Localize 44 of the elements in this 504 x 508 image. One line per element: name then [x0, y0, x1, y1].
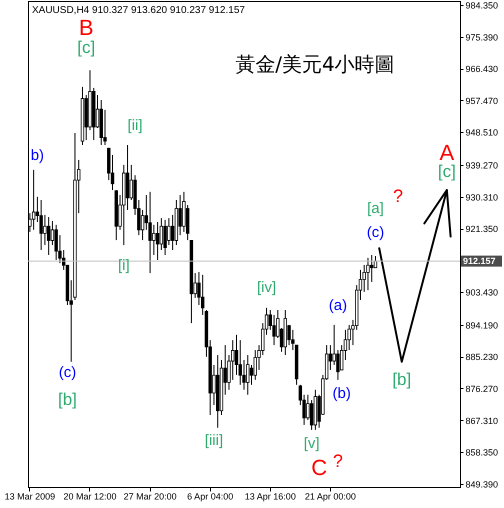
annotation: (c)	[366, 224, 384, 241]
annotation: B	[78, 15, 94, 40]
x-tick-label: 21 Apr 00:00	[304, 492, 356, 502]
annotation: (c)	[58, 364, 76, 381]
y-tick-label: 858.350	[466, 448, 498, 458]
annotation: [c]	[438, 162, 456, 181]
annotation: [c]	[77, 38, 96, 57]
y-tick-label: 948.510	[466, 128, 498, 138]
annotation: [iii]	[204, 432, 224, 449]
annotation: (a)	[328, 297, 348, 314]
y-tick-label: 885.230	[466, 352, 498, 362]
y-tick-label: 939.270	[466, 160, 498, 170]
chart-subtitle: XAUUSD,H4 910.327 913.620 910.237 912.157	[32, 5, 246, 16]
annotation: [i]	[118, 257, 130, 274]
annotation: ?	[332, 451, 343, 471]
y-tick-label: 849.390	[466, 479, 498, 490]
y-tick-label: 930.310	[466, 192, 498, 202]
annotation: [a]	[367, 200, 384, 217]
y-tick-label: 957.470	[466, 96, 498, 106]
ref-line-label: 912.157	[463, 256, 496, 266]
annotation: [b]	[58, 390, 77, 409]
annotation: [ii]	[128, 117, 143, 134]
annotation: (b)	[332, 385, 351, 402]
annotation: ?	[393, 186, 404, 206]
y-tick-label: 867.310	[466, 416, 498, 426]
annotation: [v]	[304, 435, 320, 452]
y-tick-label: 903.430	[466, 288, 498, 298]
annotation: A	[440, 140, 455, 165]
x-tick-label: 13 Apr 16:00	[244, 492, 296, 502]
annotation: [b]	[392, 370, 412, 389]
x-tick-label: 6 Apr 04:00	[187, 492, 234, 502]
y-tick-label: 975.390	[466, 32, 498, 42]
y-tick-label: 921.350	[466, 224, 498, 234]
annotation: [iv]	[256, 279, 276, 296]
x-tick-label: 20 Mar 12:00	[63, 492, 117, 502]
x-tick-label: 27 Mar 20:00	[124, 492, 177, 502]
y-tick-label: 966.430	[466, 64, 498, 74]
annotation: C	[311, 455, 328, 480]
text: 黃金/美元4小時圖	[235, 52, 395, 76]
y-tick-label: 876.270	[466, 384, 498, 394]
x-tick-label: 13 Mar 2009	[4, 492, 56, 502]
y-tick-label: 894.190	[466, 320, 498, 330]
y-tick-label: 984.350	[466, 0, 498, 11]
annotation: b)	[30, 147, 44, 164]
